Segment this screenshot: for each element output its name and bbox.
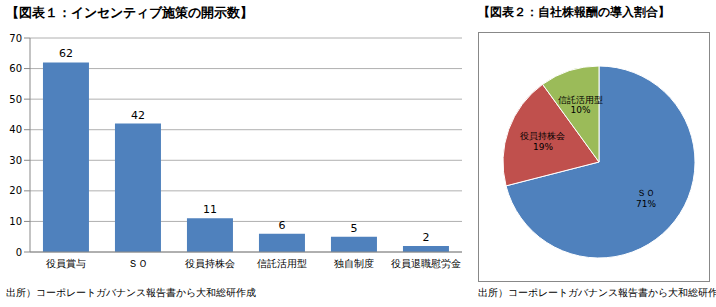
svg-text:ＳＯ71%: ＳＯ71% [636, 188, 656, 209]
svg-text:62: 62 [59, 47, 73, 60]
svg-text:役員持株会19%: 役員持株会19% [520, 131, 565, 152]
svg-text:5: 5 [350, 222, 357, 235]
svg-text:役員持株会: 役員持株会 [185, 258, 235, 269]
svg-text:30: 30 [9, 155, 22, 166]
svg-text:60: 60 [9, 63, 22, 74]
svg-text:42: 42 [131, 109, 145, 122]
svg-text:独自制度: 独自制度 [334, 258, 374, 269]
svg-text:6: 6 [278, 219, 285, 232]
svg-text:ＳＯ: ＳＯ [128, 258, 148, 269]
svg-text:信託活用型10%: 信託活用型10% [558, 95, 603, 116]
svg-text:0: 0 [16, 247, 22, 258]
svg-text:2: 2 [422, 231, 429, 244]
html-text:出所）コーポレートガバナンス報告書から大和総研作成: 出所）コーポレートガバナンス報告書から大和総研作成 [6, 287, 256, 298]
svg-text:11: 11 [203, 203, 217, 216]
html-text:【図表２：自社株報酬の導入割合】: 【図表２：自社株報酬の導入割合】 [478, 5, 670, 19]
svg-text:10: 10 [9, 216, 22, 227]
svg-text:50: 50 [9, 94, 22, 105]
svg-text:信託活用型: 信託活用型 [257, 258, 307, 269]
svg-text:40: 40 [9, 124, 22, 135]
html-text:【図表１：インセンティブ施策の開示数】: 【図表１：インセンティブ施策の開示数】 [6, 5, 253, 20]
svg-text:70: 70 [9, 33, 22, 44]
svg-text:20: 20 [9, 185, 22, 196]
svg-text:役員退職慰労金: 役員退職慰労金 [391, 258, 461, 269]
svg-text:役員賞与: 役員賞与 [46, 258, 86, 269]
